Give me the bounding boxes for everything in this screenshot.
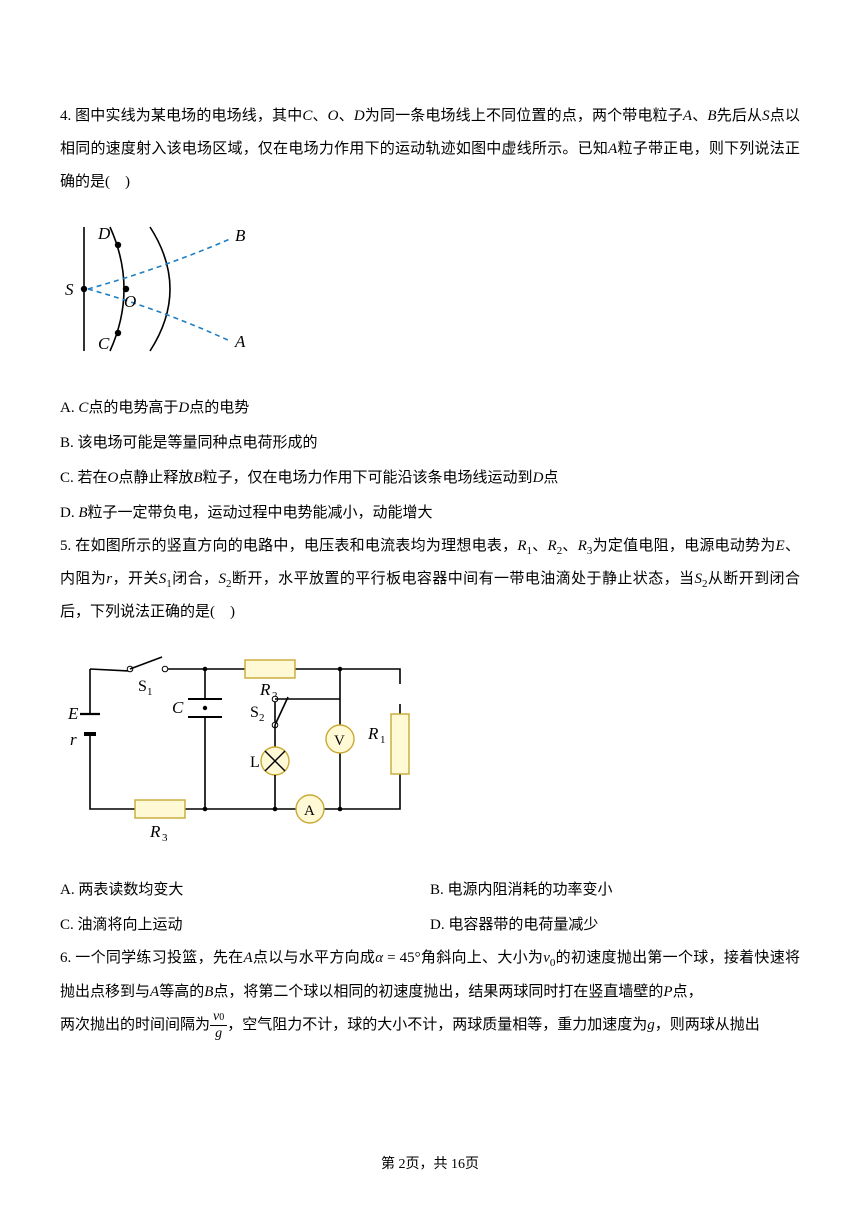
q4-text: 4. 图中实线为某电场的电场线，其中C、O、D为同一条电场线上不同位置的点，两个… [60, 100, 800, 199]
svg-text:S: S [138, 678, 147, 695]
q4-opt-a: A. C点的电势高于D点的电势 [60, 392, 800, 425]
q6-text-2: 两次抛出的时间间隔为v0g，空气阻力不计，球的大小不计，两球质量相等，重力加速度… [60, 1009, 800, 1042]
svg-text:r: r [70, 730, 77, 749]
svg-text:1: 1 [147, 686, 153, 698]
svg-text:O: O [124, 292, 136, 311]
svg-text:R: R [367, 724, 379, 743]
svg-text:B: B [235, 226, 246, 245]
q5-opt-c: C. 油滴将向上运动 [60, 909, 430, 942]
svg-text:C: C [172, 698, 184, 717]
svg-text:A: A [234, 332, 246, 351]
q4-diagram: S O D C B A [60, 209, 800, 382]
svg-text:2: 2 [259, 712, 265, 724]
svg-text:L: L [250, 754, 260, 771]
q5-opt-b: B. 电源内阻消耗的功率变小 [430, 874, 800, 907]
svg-text:D: D [97, 224, 111, 243]
q4-opt-b: B. 该电场可能是等量同种点电荷形成的 [60, 427, 800, 460]
q5-opt-a: A. 两表读数均变大 [60, 874, 430, 907]
page-footer: 第 2页，共 16页 [0, 1150, 860, 1181]
q6-text-1: 6. 一个同学练习投篮，先在A点以与水平方向成α = 45°角斜向上、大小为v0… [60, 942, 800, 1008]
svg-text:3: 3 [162, 832, 168, 844]
svg-text:R: R [149, 822, 161, 841]
svg-text:R: R [259, 680, 271, 699]
svg-text:E: E [67, 704, 79, 723]
svg-text:A: A [304, 803, 315, 819]
svg-text:S: S [250, 704, 259, 721]
svg-text:C: C [98, 334, 110, 353]
q5-diagram: S1 E r R3 C R2 S2 L A [60, 639, 800, 862]
svg-text:V: V [334, 733, 345, 749]
svg-text:1: 1 [380, 734, 386, 746]
svg-text:S: S [65, 280, 74, 299]
q5-opt-d: D. 电容器带的电荷量减少 [430, 909, 800, 942]
q5-text: 5. 在如图所示的竖直方向的电路中，电压表和电流表均为理想电表，R1、R2、R3… [60, 530, 800, 629]
q4-opt-c: C. 若在O点静止释放B粒子，仅在电场力作用下可能沿该条电场线运动到D点 [60, 462, 800, 495]
q4-opt-d: D. B粒子一定带负电，运动过程中电势能减小，动能增大 [60, 497, 800, 530]
